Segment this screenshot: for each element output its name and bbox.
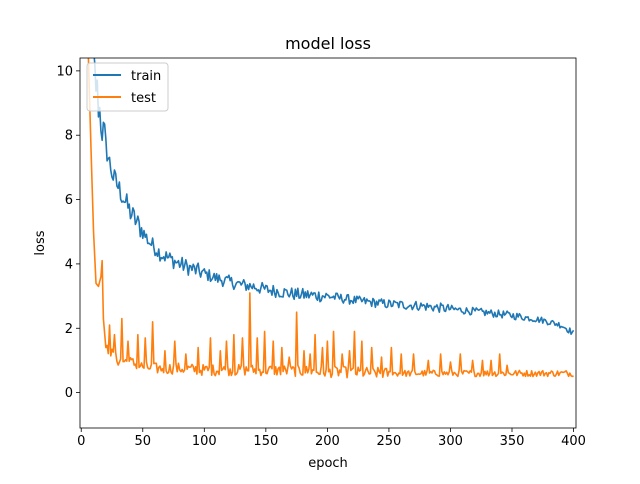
- series-line-train: [93, 58, 575, 335]
- x-tick-label: 300: [438, 434, 463, 449]
- legend-label-train: train: [131, 69, 161, 84]
- y-tick-label: 8: [65, 129, 73, 144]
- series-layer: [87, 58, 575, 379]
- y-tick-label: 6: [65, 193, 73, 208]
- series-line-test: [87, 58, 574, 379]
- y-tick-label: 10: [56, 64, 73, 79]
- y-tick-label: 0: [65, 386, 73, 401]
- x-tick-label: 200: [315, 434, 340, 449]
- y-ticks: 0 2 4 6 8 10: [56, 64, 80, 401]
- chart-title: model loss: [285, 34, 371, 53]
- x-tick-label: 50: [134, 434, 151, 449]
- legend-label-test: test: [131, 91, 156, 106]
- y-tick-label: 2: [65, 322, 73, 337]
- x-ticks: 0 50 100 150 200 250 300 350 400: [77, 428, 586, 449]
- x-tick-label: 100: [192, 434, 217, 449]
- y-tick-label: 4: [65, 257, 73, 272]
- legend: train test: [86, 62, 169, 112]
- axes-frame: [79, 57, 577, 429]
- y-axis-label: loss: [33, 230, 48, 255]
- x-tick-label: 150: [253, 434, 278, 449]
- x-tick-label: 350: [500, 434, 525, 449]
- x-tick-label: 400: [561, 434, 586, 449]
- x-tick-label: 250: [377, 434, 402, 449]
- x-tick-label: 0: [77, 434, 85, 449]
- x-axis-label: epoch: [308, 456, 348, 471]
